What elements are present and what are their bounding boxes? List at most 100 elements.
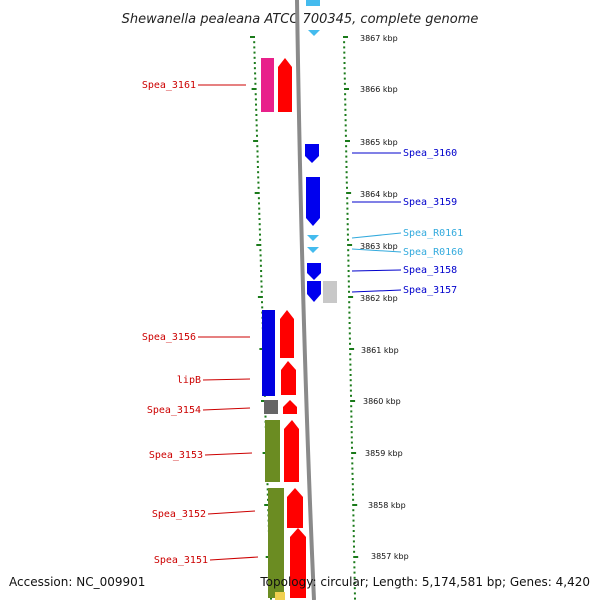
tick-mark [344, 129, 347, 132]
tick-mark [255, 108, 258, 111]
gene-top-cyan[interactable] [306, 0, 320, 6]
tick-mark [350, 420, 353, 423]
tick-mark [347, 270, 350, 272]
gene-spea-3154-partner[interactable] [264, 400, 278, 414]
tick-mark [346, 233, 349, 236]
tick-mark [351, 452, 357, 454]
gene-spea-r0161[interactable] [307, 235, 319, 241]
tick-mark [348, 306, 351, 309]
tick-mark [351, 462, 354, 465]
tick-mark [346, 207, 349, 210]
gene-label[interactable]: Spea_3152 [152, 509, 206, 520]
tick-mark [349, 389, 352, 392]
kbp-label: 3858 kbp [368, 501, 406, 510]
tick-mark [259, 264, 262, 267]
gene-label[interactable]: Spea_3153 [149, 450, 203, 461]
left-labels: Spea_3161 Spea_3156 lipB Spea_3154 Spea_… [142, 80, 208, 566]
gene-spea-3151[interactable] [290, 528, 306, 598]
gene-spea-3156-partner[interactable] [262, 310, 275, 396]
gene-spea-3153-partner[interactable] [265, 420, 280, 482]
tick-mark [259, 238, 262, 241]
tick-mark [352, 493, 354, 496]
gene-label[interactable]: Spea_3160 [403, 148, 457, 159]
tick-mark [348, 296, 354, 298]
tick-mark [260, 290, 263, 293]
tick-mark [253, 46, 256, 49]
tick-mark [258, 228, 261, 231]
tick-mark [345, 160, 348, 163]
gene-label[interactable]: Spea_3157 [403, 285, 457, 296]
tick-mark [255, 103, 257, 106]
gene-spea-r0160[interactable] [307, 247, 319, 253]
tick-mark [344, 93, 347, 96]
tick-mark [351, 478, 354, 480]
gene-spea-3159[interactable] [306, 177, 320, 226]
gene-label[interactable]: Spea_3161 [142, 80, 196, 91]
tick-mark [258, 212, 261, 215]
tick-mark [352, 519, 355, 522]
tick-mark [343, 51, 346, 54]
gene-label[interactable]: Spea_R0160 [403, 247, 463, 258]
tick-mark [345, 145, 348, 148]
gene-top-cyan-tip[interactable] [308, 30, 320, 36]
gene-spea-3161-partner[interactable] [261, 58, 274, 112]
gene-spea-3161[interactable] [278, 58, 292, 112]
tick-mark [346, 223, 349, 226]
kbp-label: 3864 kbp [360, 190, 398, 199]
tick-mark [260, 285, 263, 288]
gene-label[interactable]: Spea_3156 [142, 332, 196, 343]
tick-mark [353, 582, 356, 584]
tick-mark [351, 457, 354, 460]
tick-mark [260, 270, 263, 272]
tick-mark [348, 337, 351, 340]
tick-mark [253, 67, 256, 70]
tick-mark [343, 82, 346, 85]
kbp-label: 3859 kbp [365, 449, 403, 458]
tick-mark [353, 566, 356, 569]
gene-spea-3156[interactable] [280, 310, 294, 358]
tick-mark [344, 103, 347, 106]
tick-mark [253, 140, 259, 142]
gene-label[interactable]: Spea_3151 [154, 555, 208, 566]
gene-spea-3152[interactable] [287, 488, 303, 528]
map-title: Shewanella pealeana ATCC 700345, complet… [122, 12, 479, 27]
kbp-label: 3860 kbp [363, 397, 401, 406]
tick-mark [345, 150, 348, 153]
tick-mark [354, 597, 356, 600]
tick-mark [348, 332, 351, 335]
gene-spea-3158[interactable] [307, 263, 321, 280]
tick-mark [353, 550, 356, 553]
gene-spea-3152-partner[interactable] [268, 488, 284, 598]
tick-mark [352, 535, 355, 538]
tick-mark [346, 228, 349, 231]
gene-lipB[interactable] [281, 361, 296, 395]
tick-mark [347, 244, 353, 246]
tick-mark [344, 124, 347, 127]
gene-label[interactable]: lipB [177, 375, 201, 386]
tick-mark [348, 311, 351, 314]
gene-bottom-yellow[interactable] [275, 592, 285, 600]
gene-spea-3160[interactable] [305, 144, 319, 163]
tick-mark [352, 504, 358, 506]
tick-mark [347, 285, 350, 288]
gene-spea-3153[interactable] [284, 420, 299, 482]
tick-mark [353, 576, 356, 579]
tick-mark [256, 166, 259, 168]
gene-label[interactable]: Spea_3154 [147, 405, 201, 416]
gene-label[interactable]: Spea_3158 [403, 265, 457, 276]
gene-spea-3154[interactable] [283, 400, 297, 414]
tick-mark [344, 108, 347, 111]
gene-label[interactable]: Spea_R0161 [403, 228, 463, 239]
tick-mark [347, 280, 350, 283]
tick-mark [348, 301, 351, 304]
kbp-label: 3867 kbp [360, 34, 398, 43]
tick-mark [350, 415, 353, 418]
tick-mark [349, 374, 352, 376]
gene-spea-3157-partner[interactable] [323, 281, 337, 303]
tick-mark [353, 571, 356, 574]
gene-label[interactable]: Spea_3159 [403, 197, 457, 208]
gene-spea-3157[interactable] [307, 281, 321, 302]
tick-mark [344, 98, 347, 101]
tick-mark [257, 181, 260, 184]
